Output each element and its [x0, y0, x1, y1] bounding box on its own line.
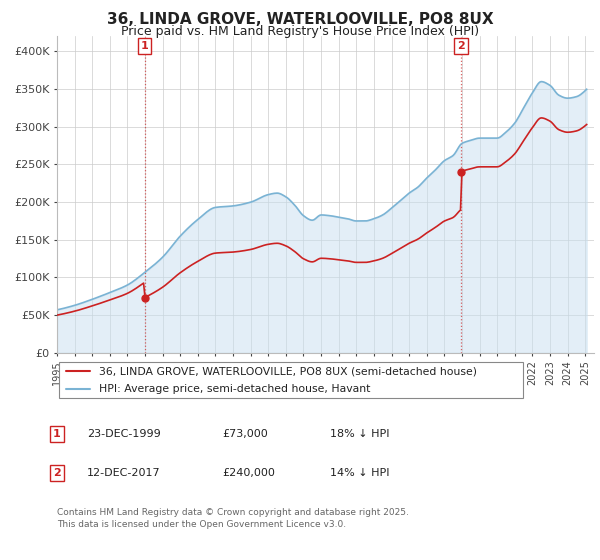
Text: 14% ↓ HPI: 14% ↓ HPI [330, 468, 389, 478]
Text: Price paid vs. HM Land Registry's House Price Index (HPI): Price paid vs. HM Land Registry's House … [121, 25, 479, 38]
Text: 1: 1 [140, 41, 148, 51]
Text: Contains HM Land Registry data © Crown copyright and database right 2025.
This d: Contains HM Land Registry data © Crown c… [57, 508, 409, 529]
Text: £240,000: £240,000 [222, 468, 275, 478]
Text: £73,000: £73,000 [222, 429, 268, 439]
Text: 18% ↓ HPI: 18% ↓ HPI [330, 429, 389, 439]
Text: 2: 2 [53, 468, 61, 478]
Text: HPI: Average price, semi-detached house, Havant: HPI: Average price, semi-detached house,… [99, 384, 370, 394]
Text: 12-DEC-2017: 12-DEC-2017 [87, 468, 161, 478]
FancyBboxPatch shape [59, 362, 523, 398]
Text: 36, LINDA GROVE, WATERLOOVILLE, PO8 8UX (semi-detached house): 36, LINDA GROVE, WATERLOOVILLE, PO8 8UX … [99, 366, 477, 376]
Text: 36, LINDA GROVE, WATERLOOVILLE, PO8 8UX: 36, LINDA GROVE, WATERLOOVILLE, PO8 8UX [107, 12, 493, 27]
Text: 23-DEC-1999: 23-DEC-1999 [87, 429, 161, 439]
Text: 2: 2 [457, 41, 465, 51]
Text: 1: 1 [53, 429, 61, 439]
